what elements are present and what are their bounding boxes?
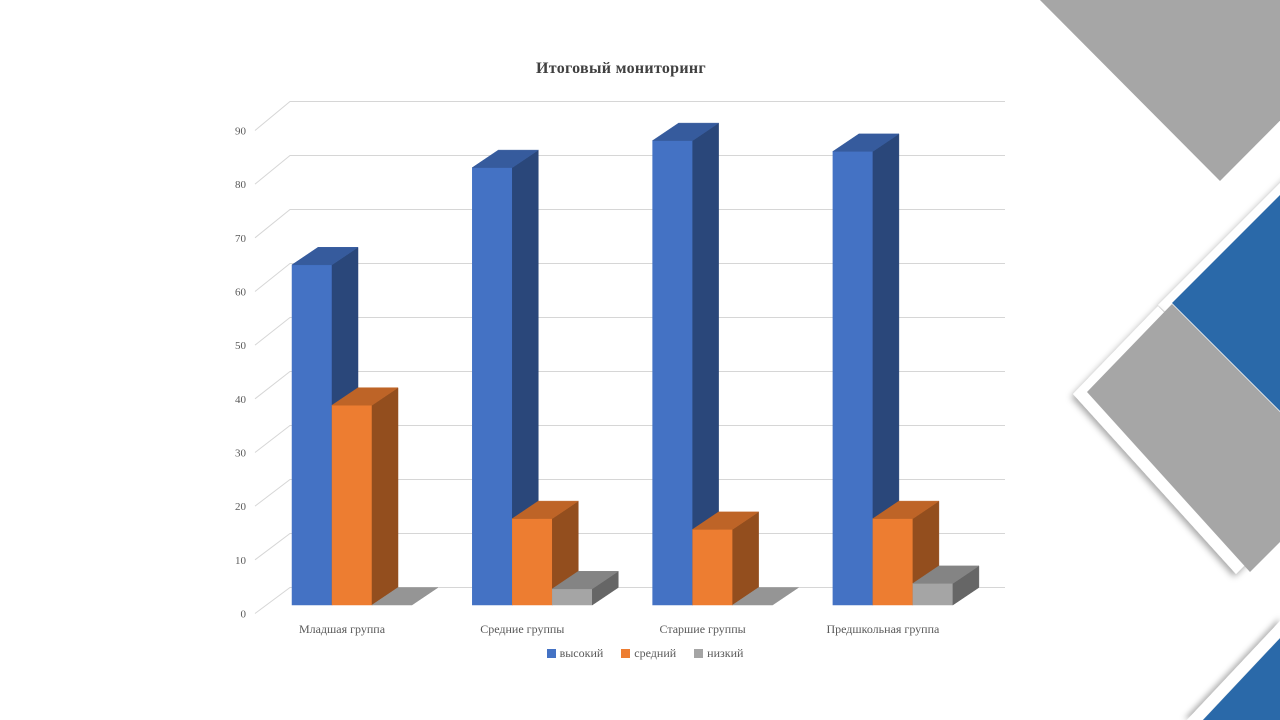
x-axis-category-label: Старшие группы xyxy=(659,622,745,636)
gridline xyxy=(254,317,1005,346)
gridline xyxy=(254,371,1005,400)
x-axis-category-label: Средние группы xyxy=(480,622,564,636)
decor-diamond-right-gray xyxy=(1087,304,1280,572)
bar-front-face xyxy=(692,529,733,606)
x-axis-category-label: Предшкольная группа xyxy=(826,622,940,636)
bar-top-face xyxy=(551,571,620,590)
decor-triangle-bottom-right-blue xyxy=(1202,638,1280,720)
legend-item: высокий xyxy=(546,646,604,661)
legend-marker-series-3 xyxy=(694,649,704,658)
bar-front-face xyxy=(832,151,874,606)
y-axis-tick-label: 30 xyxy=(235,447,247,459)
gridline xyxy=(254,209,1005,239)
decor-diamond-top-right-gray xyxy=(1039,0,1280,181)
bar-top-face xyxy=(331,387,399,406)
bar-front-face xyxy=(552,588,593,606)
y-axis-tick-label: 50 xyxy=(235,340,247,352)
x-axis-category-label: Младшая группа xyxy=(299,622,386,636)
bar-front-face xyxy=(512,518,553,606)
bar-flat xyxy=(731,587,800,606)
bar-front-face xyxy=(331,404,373,606)
gridline xyxy=(254,263,1005,292)
gridline xyxy=(254,479,1005,507)
gridline xyxy=(254,155,1005,185)
bar-flat xyxy=(371,587,439,606)
bar-top-face xyxy=(291,247,359,266)
y-axis-tick-label: 10 xyxy=(235,555,247,567)
decor-diamond-right-blue xyxy=(1172,195,1280,411)
y-axis-tick-label: 70 xyxy=(235,233,247,245)
y-axis-tick-label: 60 xyxy=(235,286,247,298)
bar-top-face xyxy=(832,133,900,152)
legend-marker-series-2 xyxy=(621,649,631,658)
y-axis-tick-label: 90 xyxy=(235,125,247,137)
bar-side-face xyxy=(371,387,399,606)
y-axis-tick-label: 80 xyxy=(235,179,247,191)
y-axis-tick-label: 20 xyxy=(235,501,247,513)
legend-label: низкий xyxy=(707,646,744,660)
gridline xyxy=(254,425,1005,453)
y-axis-tick-label: 0 xyxy=(241,609,247,621)
chart-legend: высокий средний низкий xyxy=(0,646,1280,661)
legend-item: низкий xyxy=(694,646,743,661)
chart-title: Итоговый мониторинг xyxy=(536,60,706,77)
legend-item: средний xyxy=(621,646,676,661)
y-axis-tick-label: 40 xyxy=(235,394,247,406)
bar-top-face xyxy=(912,565,980,584)
bar-top-face xyxy=(872,500,940,519)
decor-strip-bottom-right xyxy=(1186,621,1280,720)
bar-top-face xyxy=(511,500,580,519)
gridline xyxy=(254,101,1005,131)
bar-front-face xyxy=(912,583,954,606)
bar-front-face xyxy=(291,264,333,606)
legend-marker-series-1 xyxy=(546,649,556,658)
legend-label: средний xyxy=(634,646,677,660)
bar-front-face xyxy=(872,518,914,606)
bar-top-face xyxy=(471,149,540,168)
gridline xyxy=(254,533,1005,561)
bar-front-face xyxy=(652,140,693,606)
legend-label: высокий xyxy=(559,646,604,660)
bar-front-face xyxy=(472,167,513,606)
bar-top-face xyxy=(651,122,720,141)
bar-top-face xyxy=(691,511,760,530)
